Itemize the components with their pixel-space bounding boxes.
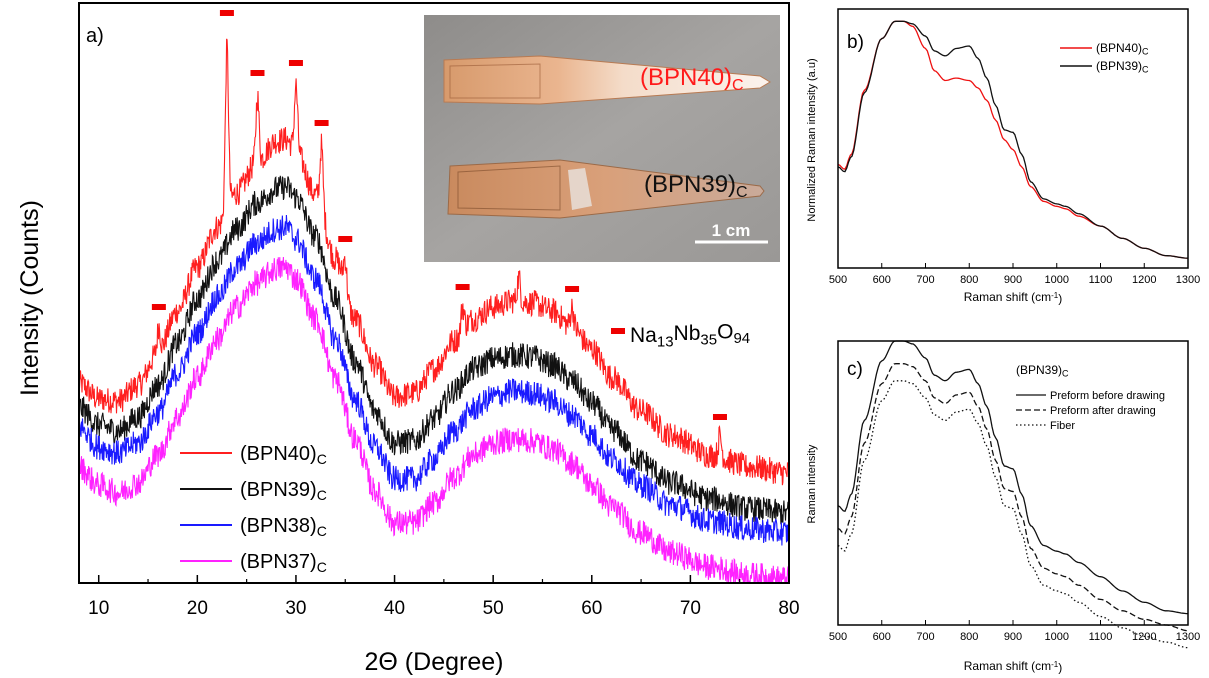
scale-bar-label: 1 cm [712, 221, 751, 240]
crystal-peak-marker [455, 284, 470, 290]
x-tick-label: 20 [187, 598, 208, 619]
photo-label-bpn40: (BPN40)C [640, 64, 744, 94]
x-tick-label: 50 [483, 598, 504, 619]
photo-label-bpn39: (BPN39)C [644, 171, 748, 201]
panel-c-y-axis-label: Raman intensity [806, 444, 818, 523]
x-tick-label: 70 [680, 598, 701, 619]
panel-a-frame [78, 2, 790, 584]
legend-entry-label: (BPN40)C [240, 443, 327, 467]
raman-series-line [837, 20, 1188, 259]
x-tick-label: 700 [916, 631, 934, 643]
xrd-series-line [78, 256, 790, 585]
x-tick-label: 900 [1004, 274, 1022, 286]
xrd-series-line [78, 175, 790, 525]
x-tick-label: 1000 [1045, 274, 1069, 286]
x-tick-label: 1200 [1132, 631, 1156, 643]
x-tick-label: 600 [873, 274, 891, 286]
panel-a-xrd: 10 20 30 40 50 60 70 80 a) 2Θ (Degree) Intensit… [16, 2, 800, 676]
raman-series-line [837, 380, 1189, 649]
crystal-peak-marker [151, 304, 166, 310]
x-tick-label: 500 [829, 274, 847, 286]
x-tick-label: 60 [581, 598, 602, 619]
crystal-phase-label: Na13Nb35O94 [630, 320, 750, 350]
xrd-series-line [78, 38, 790, 486]
x-tick-label: 700 [916, 274, 934, 286]
crystal-peak-marker [712, 414, 727, 420]
panel-b-raman: 500 600 700 800 900 1000 1100 1200 1300 b) Raman… [806, 8, 1200, 306]
panel-b-x-ticks: 500 600 700 800 900 1000 1100 1200 1300 [829, 263, 1200, 286]
x-tick-label: 10 [88, 598, 109, 619]
crystal-peak-marker [565, 286, 580, 292]
x-tick-label: 1100 [1089, 631, 1113, 643]
xrd-series-line [78, 214, 790, 546]
panel-a-label: a) [86, 25, 104, 47]
preform-bpn39-rod [447, 159, 765, 219]
crystal-peak-marker [250, 70, 265, 76]
preform-bpn40-rod [443, 55, 771, 105]
panel-c-frame [837, 340, 1189, 626]
legend-entry-label: Fiber [1050, 420, 1075, 432]
legend-title: (BPN39)C [1016, 363, 1069, 379]
raman-series-line [837, 340, 1188, 615]
panel-a-x-ticks: 10 20 30 40 50 60 70 80 [88, 575, 800, 619]
x-tick-label: 600 [873, 631, 891, 643]
x-tick-label: 40 [384, 598, 405, 619]
x-tick-label: 500 [829, 631, 847, 643]
x-tick-label: 1100 [1089, 274, 1113, 286]
legend-entry-label: Preform before drawing [1050, 390, 1165, 402]
panel-c-label: c) [847, 359, 863, 380]
panel-c-series [837, 340, 1189, 649]
panel-c-raman: 500 600 700 800 900 1000 1100 1200 1300 c) Raman… [806, 340, 1200, 675]
panel-b-label: b) [847, 32, 864, 53]
x-tick-label: 1200 [1132, 274, 1156, 286]
x-tick-label: 900 [1004, 631, 1022, 643]
legend-entry-label: (BPN39)C [1096, 59, 1149, 75]
crystal-phase-legend: Na13Nb35O94 [611, 320, 750, 351]
x-tick-label: 30 [285, 598, 306, 619]
x-tick-label: 80 [778, 598, 799, 619]
crystal-peak-marker [288, 60, 303, 66]
panel-c-x-ticks: 500 600 700 800 900 1000 1100 1200 1300 [829, 620, 1200, 643]
crystal-peak-marker [219, 10, 234, 16]
inset-photo: (BPN40)C (BPN39)C 1 cm [424, 15, 780, 262]
preform-bpn39-facets [457, 165, 561, 211]
xrd-series-group [78, 38, 790, 585]
panel-c-x-axis-label: Raman shift (cm-1) [964, 659, 1062, 675]
raman-series-line [837, 363, 1189, 632]
panel-c-legend: (BPN39)C Preform before drawing Preform af… [1016, 363, 1165, 432]
panel-b-legend: (BPN40)C (BPN39)C [1060, 41, 1149, 75]
preform-bpn40-facets [449, 63, 541, 99]
x-tick-label: 800 [960, 274, 978, 286]
panel-a-legend: (BPN40)C (BPN39)C (BPN38)C (BPN37)C [180, 443, 327, 575]
crystal-peak-marker [314, 120, 329, 126]
crystal-phase-marker-icon [611, 328, 625, 334]
legend-entry-label: Preform after drawing [1050, 405, 1156, 417]
panel-a-x-axis-label: 2Θ (Degree) [365, 648, 504, 676]
x-tick-label: 1300 [1176, 631, 1200, 643]
x-tick-label: 1000 [1045, 631, 1069, 643]
x-tick-label: 800 [960, 631, 978, 643]
crystal-peak-marker [338, 236, 353, 242]
panel-a-y-axis-label: Intensity (Counts) [16, 200, 44, 396]
panel-b-y-axis-label: Normalized Raman intensity (a.u) [806, 58, 818, 221]
legend-entry-label: (BPN37)C [240, 551, 327, 575]
raman-series-line [837, 20, 1188, 259]
inset-photo-background [424, 15, 780, 262]
legend-entry-label: (BPN40)C [1096, 41, 1149, 57]
preform-bpn39-crack [568, 168, 592, 210]
panel-b-x-axis-label: Raman shift (cm-1) [964, 290, 1062, 306]
x-tick-label: 1300 [1176, 274, 1200, 286]
legend-entry-label: (BPN38)C [240, 515, 327, 539]
panel-b-series [837, 20, 1188, 259]
legend-entry-label: (BPN39)C [240, 479, 327, 503]
